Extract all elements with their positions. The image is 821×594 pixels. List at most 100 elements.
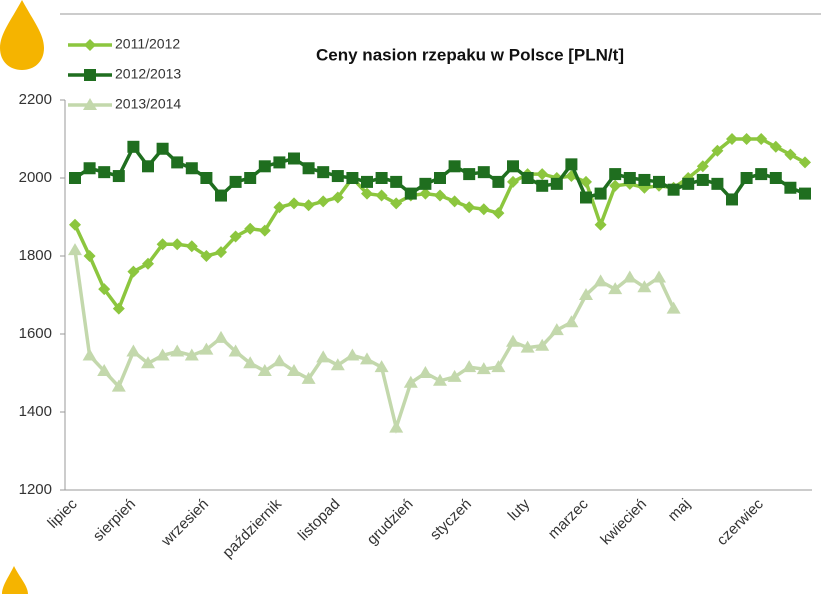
data-point bbox=[111, 379, 126, 392]
data-point bbox=[594, 187, 607, 200]
data-point bbox=[536, 168, 549, 181]
data-point bbox=[346, 172, 359, 184]
data-point bbox=[301, 371, 316, 384]
data-point bbox=[609, 168, 622, 181]
data-point bbox=[419, 177, 432, 190]
data-point bbox=[244, 172, 257, 184]
legend-marker bbox=[84, 39, 96, 51]
data-point bbox=[666, 301, 681, 314]
data-point bbox=[799, 187, 811, 200]
legend-label: 2011/2012 bbox=[115, 36, 180, 52]
data-point bbox=[112, 170, 125, 183]
data-point bbox=[419, 187, 432, 200]
data-point bbox=[273, 156, 286, 169]
data-point bbox=[200, 250, 213, 262]
data-point bbox=[682, 177, 695, 190]
x-tick-label: marzec bbox=[545, 495, 592, 542]
data-point bbox=[593, 274, 608, 287]
data-point bbox=[462, 360, 477, 373]
data-point bbox=[302, 162, 315, 175]
data-point bbox=[594, 218, 607, 231]
x-tick-label: sierpień bbox=[90, 496, 139, 545]
data-point bbox=[755, 133, 768, 145]
data-point bbox=[361, 187, 373, 200]
x-tick-label: listopad bbox=[295, 496, 344, 545]
data-point bbox=[711, 144, 724, 157]
data-point bbox=[360, 352, 374, 365]
data-point bbox=[98, 283, 111, 296]
data-point bbox=[696, 173, 709, 186]
data-point bbox=[769, 140, 782, 153]
drop-decoration bbox=[0, 0, 44, 70]
data-point bbox=[784, 181, 797, 194]
data-point bbox=[521, 172, 534, 184]
data-point bbox=[331, 191, 344, 204]
data-point bbox=[98, 166, 111, 179]
data-point bbox=[476, 362, 491, 375]
data-point bbox=[755, 168, 768, 181]
legend-label: 2012/2013 bbox=[115, 66, 181, 82]
y-tick-label: 1800 bbox=[19, 247, 52, 264]
data-point bbox=[390, 197, 403, 210]
data-point bbox=[404, 187, 417, 200]
drop-decoration bbox=[2, 566, 28, 594]
data-point bbox=[740, 133, 753, 145]
data-point bbox=[520, 340, 535, 353]
data-point bbox=[726, 193, 738, 206]
data-point bbox=[390, 175, 403, 188]
data-point bbox=[565, 158, 578, 171]
data-point bbox=[477, 203, 490, 216]
data-point bbox=[171, 238, 184, 251]
x-tick-label: luty bbox=[505, 495, 534, 524]
x-tick-label: październik bbox=[219, 495, 285, 561]
data-point bbox=[83, 162, 96, 175]
data-point bbox=[243, 356, 258, 369]
data-point bbox=[403, 375, 418, 388]
data-point bbox=[580, 191, 592, 204]
data-point bbox=[142, 160, 154, 173]
data-point bbox=[258, 224, 271, 237]
data-point bbox=[82, 348, 97, 361]
data-point bbox=[638, 173, 651, 186]
data-point bbox=[97, 364, 112, 377]
data-point bbox=[317, 166, 330, 179]
data-point bbox=[302, 199, 315, 212]
data-point bbox=[375, 189, 388, 202]
data-point bbox=[171, 156, 184, 169]
data-point bbox=[536, 179, 549, 192]
data-point bbox=[141, 356, 155, 369]
data-point bbox=[199, 342, 214, 355]
data-point bbox=[696, 160, 709, 173]
data-point bbox=[784, 148, 797, 161]
data-point bbox=[477, 166, 490, 179]
legend-marker bbox=[83, 98, 97, 110]
x-tick-label: styczeń bbox=[427, 496, 475, 544]
data-point bbox=[492, 175, 505, 188]
data-point bbox=[288, 152, 300, 165]
data-point bbox=[170, 344, 185, 357]
data-point bbox=[200, 172, 213, 184]
chart-title: Ceny nasion rzepaku w Polsce [PLN/t] bbox=[316, 45, 624, 64]
data-point bbox=[127, 140, 140, 153]
data-point bbox=[769, 172, 782, 184]
data-point bbox=[316, 350, 331, 363]
data-point bbox=[156, 142, 169, 155]
series-line bbox=[73, 249, 676, 435]
data-point bbox=[434, 172, 446, 184]
data-point bbox=[273, 201, 286, 214]
data-point bbox=[112, 302, 125, 315]
data-point bbox=[287, 364, 301, 377]
x-tick-label: wrzesień bbox=[157, 496, 212, 551]
data-point bbox=[463, 201, 476, 214]
data-point bbox=[389, 420, 404, 433]
data-point bbox=[434, 189, 446, 202]
data-point bbox=[507, 175, 519, 188]
data-point bbox=[228, 344, 243, 357]
data-point bbox=[215, 189, 227, 202]
y-tick-label: 1200 bbox=[19, 481, 52, 498]
data-point bbox=[447, 369, 462, 382]
data-point bbox=[652, 270, 666, 283]
data-point bbox=[331, 170, 344, 183]
data-point bbox=[433, 373, 447, 386]
data-point bbox=[740, 172, 753, 184]
